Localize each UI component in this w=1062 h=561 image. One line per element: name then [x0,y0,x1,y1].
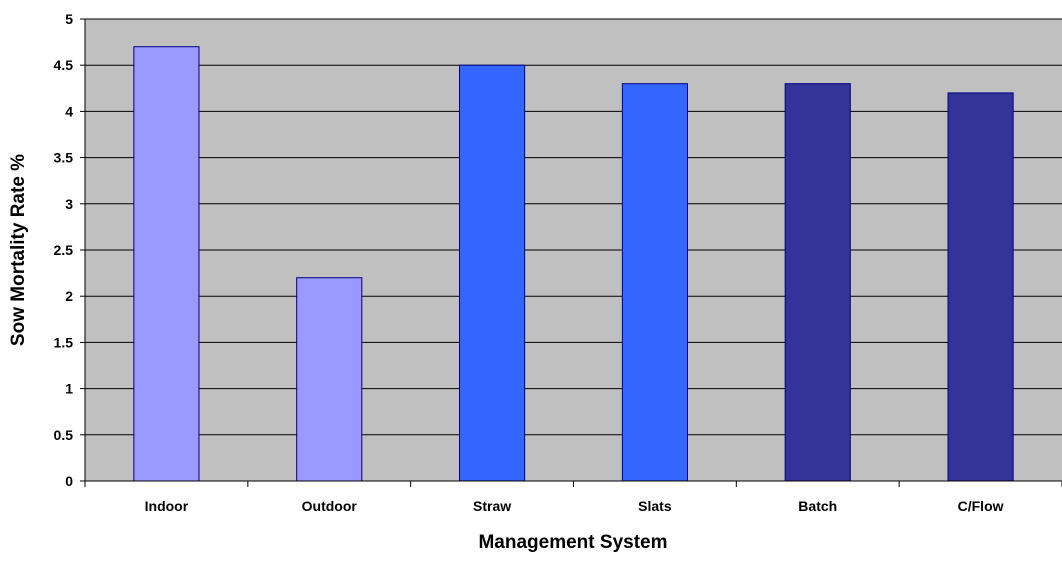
bar-indoor [133,46,200,482]
tick-labels: 0 0.5 1 1.5 2 2.5 3 3.5 4 4.5 5 Indoor Outdoor Straw S… [54,11,1004,514]
x-tick-label: Batch [798,498,837,514]
y-tick-label: 2 [65,288,73,304]
y-tick-label: 4 [65,103,73,119]
x-axis-title: Management System [478,532,667,553]
y-tick-label: 3.5 [54,150,74,166]
y-tick-label: 5 [65,11,73,27]
y-tick-label: 2.5 [54,242,74,258]
bar-c-flow [947,92,1014,482]
gridlines [85,18,1062,436]
axes [80,18,1062,487]
x-tick-label: Slats [638,498,672,514]
y-tick-label: 3 [65,196,73,212]
bar-straw [459,64,526,482]
y-tick-label: 4.5 [54,57,74,73]
y-tick-label: 0 [65,473,73,489]
x-tick-label: Straw [473,498,511,514]
bar-batch [784,83,851,482]
x-tick-label: Indoor [145,498,189,514]
y-axis-title: Sow Mortality Rate % [8,154,29,346]
bar-slats [621,83,688,482]
x-tick-label: Outdoor [302,498,358,514]
bar-outdoor [296,277,363,482]
y-tick-label: 0.5 [54,427,74,443]
x-tick-label: C/Flow [958,498,1004,514]
y-tick-label: 1 [65,381,73,397]
bars [133,46,1014,482]
y-tick-label: 1.5 [54,334,74,350]
